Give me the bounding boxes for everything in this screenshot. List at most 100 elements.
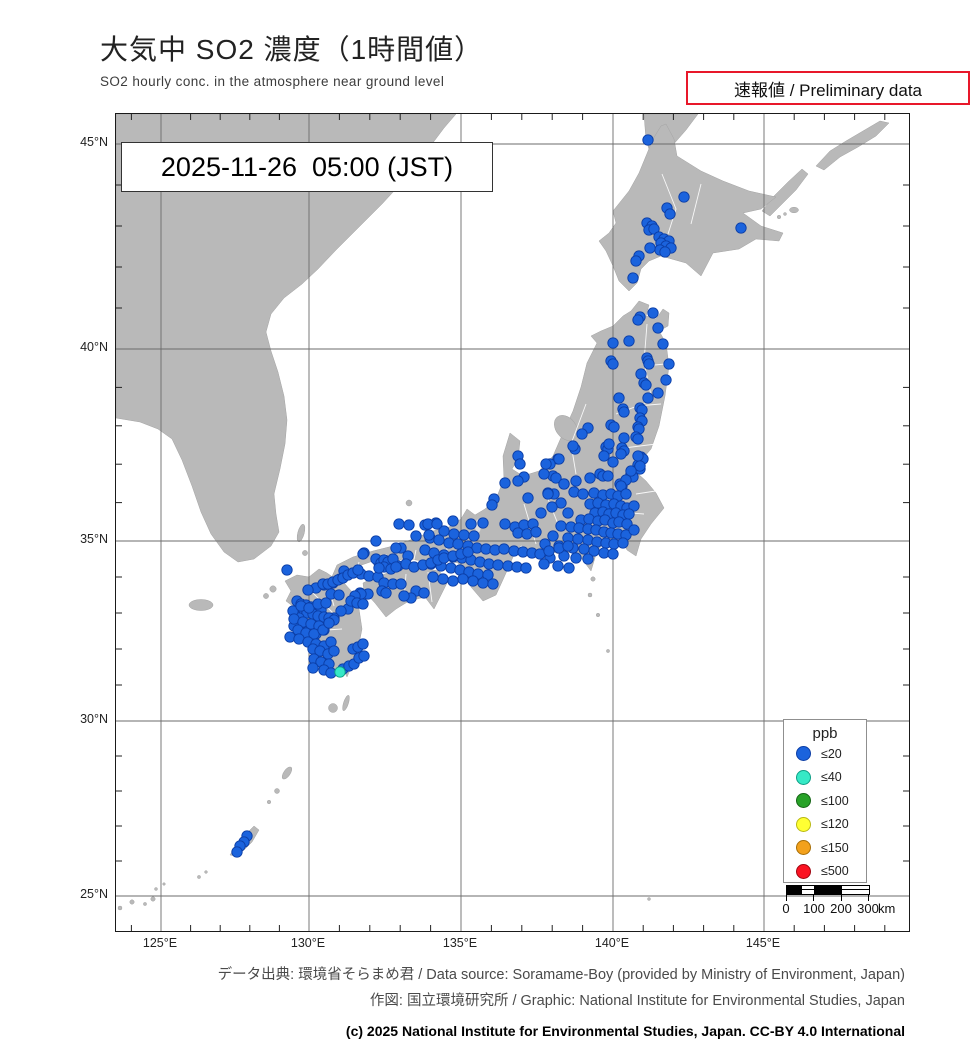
station-dot [410, 530, 422, 542]
station-dot [498, 543, 510, 555]
station-dot [598, 450, 610, 462]
lat-tick-label: 25°N [80, 887, 108, 901]
sado-island [554, 415, 578, 441]
lat-tick-label: 40°N [80, 340, 108, 354]
amami-island [281, 766, 293, 780]
station-dot [438, 525, 450, 537]
station-dot [570, 552, 582, 564]
station-dot [352, 564, 364, 576]
continent-shape [116, 114, 457, 563]
station-dot [395, 578, 407, 590]
station-dot [546, 501, 558, 513]
jeju-island [188, 599, 214, 611]
station-dot [584, 472, 596, 484]
legend-item-label: ≤120 [821, 817, 849, 832]
station-dot [358, 650, 370, 662]
goto-island [263, 593, 269, 599]
station-dot [678, 191, 690, 203]
station-dot [663, 358, 675, 370]
station-dot [550, 472, 562, 484]
scale-unit-label: km [878, 901, 896, 916]
station-dot [642, 392, 654, 404]
legend-item-label: ≤150 [821, 840, 849, 855]
station-dot [437, 573, 449, 585]
station-dot [625, 465, 637, 477]
station-dot [644, 242, 656, 254]
station-dot [607, 456, 619, 468]
lon-tick-label: 125°E [142, 936, 178, 950]
tokunoshima-island [274, 788, 280, 794]
station-dot [618, 432, 630, 444]
station-dot [582, 553, 594, 565]
izu-island [590, 576, 596, 582]
station-dot [563, 562, 575, 574]
legend-item-label: ≤20 [821, 746, 842, 761]
station-dot [323, 617, 335, 629]
legend-dot [796, 816, 811, 832]
station-dot [553, 453, 565, 465]
station-dot [499, 477, 511, 489]
lon-tick-label: 145°E [745, 936, 781, 950]
shikotan-island [789, 206, 799, 214]
yaeyama-island [117, 905, 123, 911]
station-dot [578, 543, 590, 555]
legend-dot [796, 840, 811, 856]
station-dot [552, 560, 564, 572]
legend-item-label: ≤40 [821, 770, 842, 785]
station-dot [547, 530, 559, 542]
station-dot [467, 575, 479, 587]
izu-island [595, 612, 601, 618]
station-dot [320, 597, 332, 609]
station-dot [433, 534, 445, 546]
station-dot [628, 500, 640, 512]
station-dot [567, 440, 579, 452]
page-title: 大気中 SO2 濃度（1時間値） [100, 34, 484, 65]
station-dot [307, 662, 319, 674]
graphic-credit-line: 作図: 国立環境研究所 / Graphic: National Institut… [369, 993, 905, 1009]
station-dot [538, 468, 550, 480]
station-dot [335, 605, 347, 617]
yakushima-island [328, 703, 338, 713]
station-dot [632, 433, 644, 445]
lon-tick-label: 135°E [442, 936, 478, 950]
okinoerabu-island [266, 799, 272, 805]
satsunan-islet [197, 875, 201, 879]
tsushima-island [296, 524, 306, 542]
station-dot [620, 488, 632, 500]
station-dot [613, 392, 625, 404]
tanegashima-island [342, 695, 350, 711]
station-dot [630, 255, 642, 267]
station-dot [462, 546, 474, 558]
scale-label-200: 200 [830, 901, 852, 916]
iki-island [302, 550, 308, 556]
station-dot [431, 518, 443, 530]
station-dot [542, 488, 554, 500]
station-dot [512, 475, 524, 487]
station-dot [555, 520, 567, 532]
scale-label-100: 100 [803, 901, 825, 916]
station-dot [615, 480, 627, 492]
station-dot [603, 438, 615, 450]
station-dot [393, 518, 405, 530]
station-dot [607, 358, 619, 370]
station-dot [643, 358, 655, 370]
station-dot [607, 548, 619, 560]
station-dot [499, 518, 511, 530]
station-dot [602, 470, 614, 482]
station-dot [660, 374, 672, 386]
goto-island [269, 585, 277, 593]
station-dot [558, 478, 570, 490]
station-dot [576, 428, 588, 440]
station-dot [615, 448, 627, 460]
station-dot [398, 590, 410, 602]
station-dot [735, 222, 747, 234]
data-source-line: データ出典: 環境省そらまめ君 / Data source: Soramame-… [217, 967, 905, 983]
station-dot [664, 208, 676, 220]
station-dot [477, 517, 489, 529]
scale-label-300: 300 [857, 901, 879, 916]
legend-item: ≤40 [784, 766, 866, 790]
japan-map-svg [116, 114, 909, 931]
lat-tick-label: 35°N [80, 532, 108, 546]
oki-island [405, 499, 413, 507]
station-dot [543, 545, 555, 557]
